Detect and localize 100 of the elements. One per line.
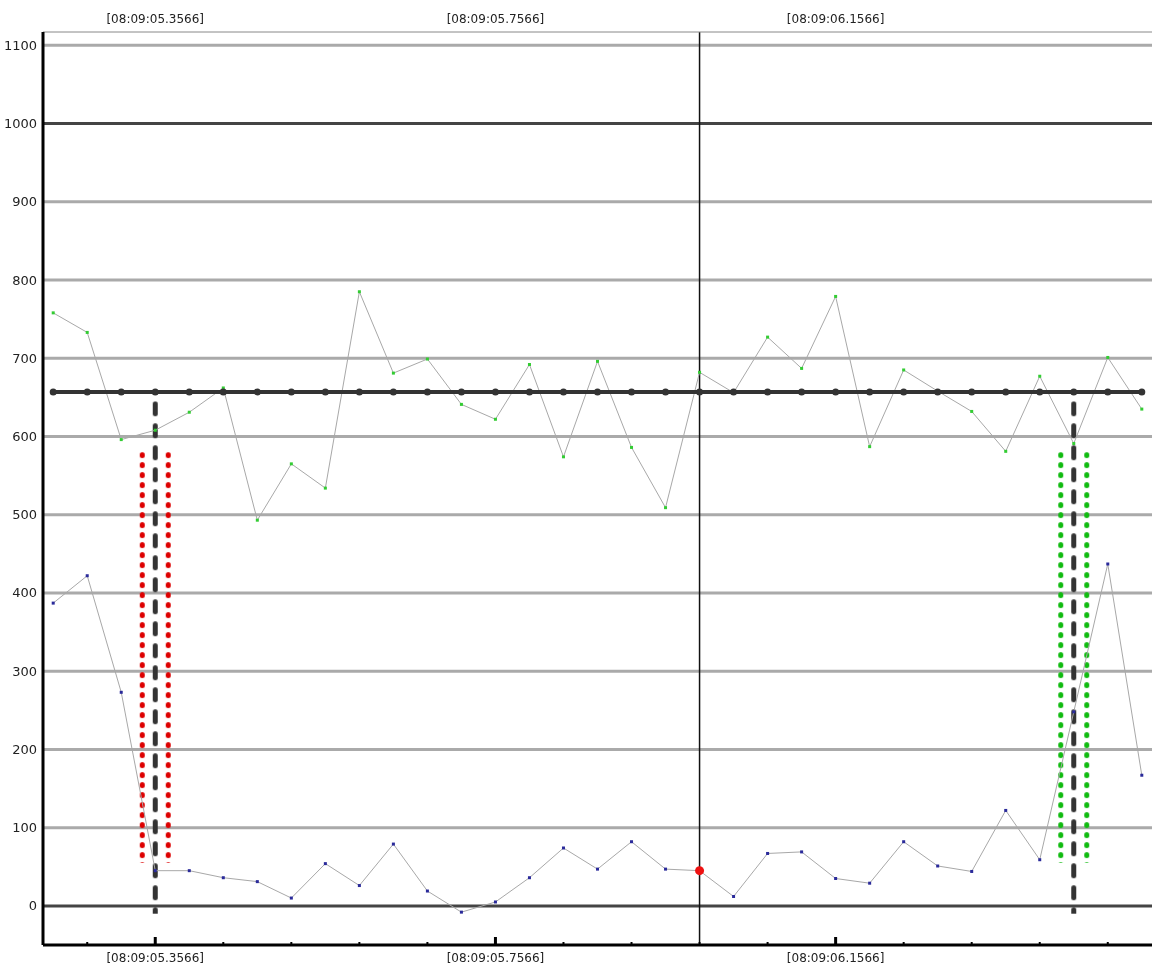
point xyxy=(119,438,123,442)
y-tick-label: 800 xyxy=(12,272,37,288)
point xyxy=(357,290,361,294)
point xyxy=(51,601,55,605)
point xyxy=(117,388,125,396)
point xyxy=(1004,449,1008,453)
point xyxy=(85,330,89,334)
point xyxy=(1002,388,1010,396)
point xyxy=(596,867,599,871)
point xyxy=(868,881,872,885)
point xyxy=(323,862,327,866)
y-tick-label: 600 xyxy=(12,429,37,445)
point xyxy=(698,370,702,374)
point xyxy=(85,574,89,578)
y-tick-label: 400 xyxy=(12,585,37,601)
point xyxy=(1072,442,1076,446)
point xyxy=(119,690,123,694)
bar xyxy=(139,452,145,863)
point xyxy=(459,402,463,406)
point xyxy=(287,388,295,396)
point xyxy=(800,850,804,854)
point xyxy=(185,388,193,396)
point xyxy=(766,335,770,339)
point xyxy=(255,880,259,884)
point xyxy=(289,896,293,900)
point xyxy=(83,388,91,396)
point xyxy=(868,445,872,449)
x-tick-label: [08:09:06.1566] xyxy=(786,951,885,965)
category-label: [08:09:06.1566] xyxy=(786,12,885,26)
point xyxy=(527,363,531,366)
point xyxy=(1104,388,1112,396)
bar xyxy=(165,452,171,863)
point xyxy=(459,910,463,914)
point xyxy=(628,388,636,396)
point xyxy=(630,445,634,449)
x-tick-label: [08:09:05.3566] xyxy=(106,951,205,965)
point xyxy=(832,388,840,396)
point xyxy=(219,388,227,396)
point xyxy=(153,869,157,873)
point xyxy=(323,486,327,490)
point xyxy=(289,462,293,466)
y-tick-label: 700 xyxy=(12,350,37,366)
point xyxy=(630,840,634,844)
point xyxy=(764,388,772,396)
point xyxy=(153,428,157,432)
point xyxy=(1038,374,1042,378)
bar xyxy=(1084,452,1090,863)
point xyxy=(664,506,668,510)
point xyxy=(425,357,429,361)
category-label: [08:09:05.3566] xyxy=(106,12,205,26)
point xyxy=(1140,407,1144,411)
point xyxy=(732,894,736,898)
point xyxy=(561,846,565,850)
point xyxy=(798,388,806,396)
point xyxy=(355,388,363,396)
point xyxy=(255,518,259,522)
point xyxy=(970,869,974,873)
x-tick-label: [08:09:05.7566] xyxy=(446,951,545,965)
y-tick-label: 1100 xyxy=(3,37,37,53)
point xyxy=(559,388,567,396)
point xyxy=(1072,710,1076,714)
point xyxy=(321,388,329,396)
point xyxy=(493,417,497,421)
y-tick-label: 500 xyxy=(12,507,37,523)
bar xyxy=(152,401,158,914)
point xyxy=(664,867,668,871)
y-tick-label: 300 xyxy=(12,663,37,679)
point xyxy=(425,889,429,893)
point xyxy=(253,388,261,396)
point xyxy=(1036,388,1044,396)
y-tick-label: 100 xyxy=(12,820,37,836)
y-tick-label: 1000 xyxy=(3,116,37,132)
y-tick-label: 0 xyxy=(28,898,37,914)
category-label: [08:09:05.7566] xyxy=(446,12,545,26)
bar xyxy=(1058,452,1064,863)
point xyxy=(1106,355,1110,359)
point xyxy=(936,864,940,868)
point xyxy=(561,455,565,459)
point xyxy=(834,294,838,298)
point xyxy=(1140,773,1144,777)
point xyxy=(594,388,601,396)
point xyxy=(1004,808,1008,812)
point xyxy=(596,359,599,363)
point xyxy=(800,366,804,370)
point xyxy=(968,388,976,396)
point xyxy=(525,388,533,396)
point xyxy=(457,388,465,396)
point xyxy=(1106,562,1110,566)
point xyxy=(902,368,906,372)
point xyxy=(866,388,874,396)
y-tick-label: 900 xyxy=(12,194,37,210)
point xyxy=(187,869,191,873)
point xyxy=(391,371,395,375)
point xyxy=(834,877,838,880)
point xyxy=(902,840,906,844)
point xyxy=(662,388,670,396)
point xyxy=(970,409,974,413)
point xyxy=(389,388,397,396)
point xyxy=(1070,388,1078,396)
point xyxy=(357,884,361,888)
